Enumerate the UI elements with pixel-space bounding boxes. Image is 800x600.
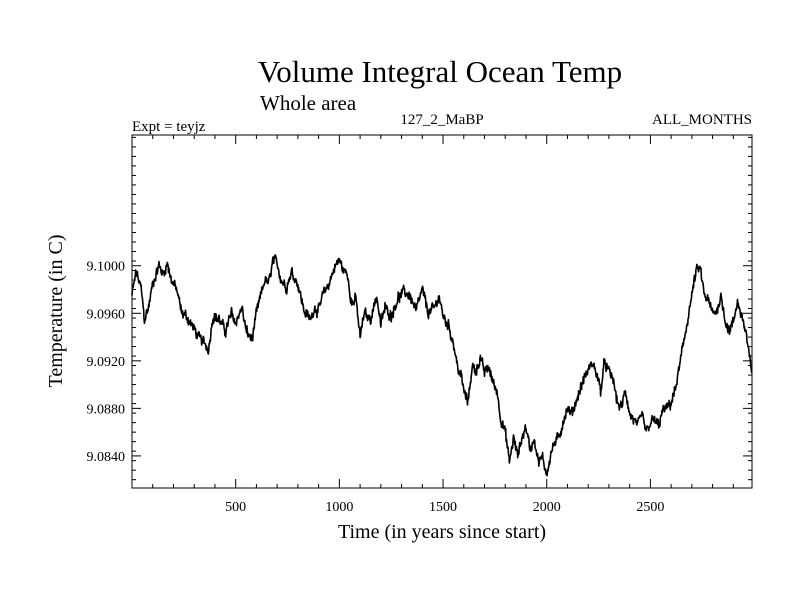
- plot-frame: [131, 134, 753, 489]
- series-layer: [131, 254, 753, 477]
- y-tick-label: 9.0880: [87, 402, 126, 417]
- ticks-layer: 500 1000 1500 2000 2500 9.0840 9.0880 9.0920 9.0…: [87, 135, 752, 515]
- expt-label: Expt = teyjz: [132, 119, 206, 135]
- x-tick-label: 2000: [533, 500, 561, 515]
- y-tick-label: 9.0960: [87, 307, 126, 322]
- y-tick-label: 9.0840: [87, 450, 126, 465]
- y-tick-label: 9.0920: [87, 355, 126, 370]
- x-tick-label: 1500: [429, 500, 457, 515]
- chart-title: Volume Integral Ocean Temp: [258, 54, 622, 89]
- series-line-ocean-temp: [131, 254, 753, 477]
- x-axis-label: Time (in years since start): [338, 521, 546, 543]
- x-tick-label: 1000: [325, 500, 353, 515]
- run-label: 127_2_MaBP: [400, 112, 483, 128]
- y-tick-label: 9.1000: [87, 260, 126, 275]
- x-tick-label: 2500: [636, 500, 664, 515]
- chart-subtitle: Whole area: [260, 91, 357, 115]
- y-axis-label: Temperature (in C): [45, 235, 67, 388]
- x-tick-label: 500: [225, 500, 246, 515]
- months-label: ALL_MONTHS: [652, 112, 752, 128]
